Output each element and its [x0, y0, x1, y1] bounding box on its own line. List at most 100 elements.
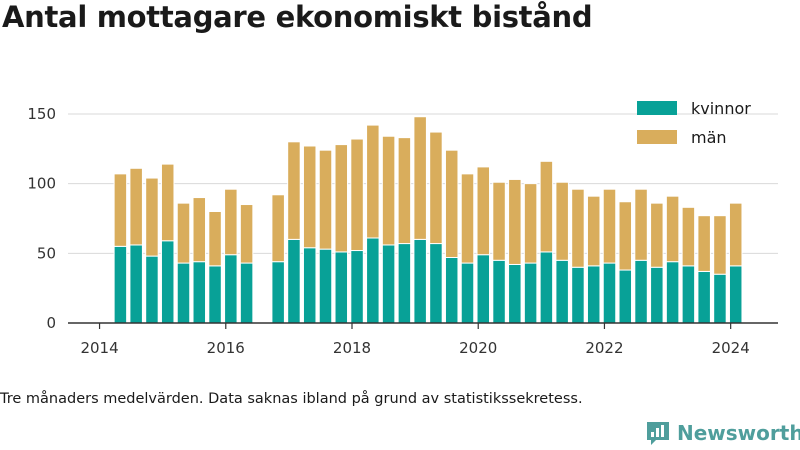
bar-man-1: [129, 167, 143, 246]
bar-kvinnor-20: [444, 256, 459, 324]
bar-kvinnor-11: [302, 247, 317, 324]
x-tick-label: 2020: [459, 339, 497, 357]
bar-kvinnor-15: [366, 237, 380, 324]
bar-man-15: [366, 124, 380, 239]
bar-kvinnor-3: [160, 240, 175, 324]
bar-kvinnor-36: [697, 270, 711, 324]
y-tick-label: 0: [46, 314, 56, 332]
bar-man-35: [681, 206, 696, 267]
bar-man-24: [508, 178, 522, 265]
bar-man-6: [208, 211, 222, 267]
axes: 0 50 100 150 2014 2016 2018 2020 2022 2024: [27, 105, 778, 357]
bar-man-36: [697, 215, 711, 272]
bar-kvinnor-22: [476, 254, 491, 324]
bar-kvinnor-6: [208, 265, 222, 324]
bar-man-14: [350, 138, 364, 252]
bar-kvinnor-38: [728, 265, 743, 324]
legend-label-0: kvinnor: [691, 99, 751, 118]
bar-kvinnor-10: [287, 238, 301, 324]
bar-man-16: [381, 135, 396, 246]
bar-kvinnor-4: [176, 262, 191, 324]
x-tick-label: 2016: [207, 339, 245, 357]
newsworthy-logo-icon: [647, 422, 669, 445]
bar-kvinnor-0: [113, 245, 128, 324]
bar-man-31: [618, 201, 633, 271]
x-tick-label: 2018: [333, 339, 371, 357]
bar-man-0: [113, 173, 128, 247]
bar-kvinnor-32: [634, 259, 648, 324]
bar-man-19: [429, 131, 443, 245]
bar-kvinnor-27: [555, 259, 569, 324]
bar-man-13: [334, 144, 349, 253]
bar-kvinnor-26: [539, 251, 554, 324]
bar-man-17: [397, 137, 412, 245]
bar-kvinnor-21: [460, 262, 475, 324]
footnote: Tre månaders medelvärden. Data saknas ib…: [0, 391, 583, 407]
bar-man-10: [287, 141, 301, 240]
bar-kvinnor-8: [239, 262, 254, 324]
legend-swatch-1: [637, 130, 677, 144]
bar-man-38: [728, 202, 743, 267]
bar-kvinnor-17: [397, 243, 412, 324]
bar-man-26: [539, 160, 554, 253]
bar-kvinnor-37: [713, 273, 727, 324]
bar-kvinnor-14: [350, 250, 364, 324]
bar-man-27: [555, 181, 569, 261]
bar-man-30: [602, 188, 617, 264]
bar-kvinnor-29: [586, 265, 601, 324]
chart-title: Antal mottagare ekonomiskt bistånd: [2, 0, 593, 34]
bar-kvinnor-31: [618, 269, 633, 324]
bar-man-37: [713, 215, 727, 275]
bar-kvinnor-19: [429, 243, 443, 324]
bar-kvinnor-34: [665, 261, 680, 324]
bar-man-33: [650, 202, 664, 268]
bar-kvinnor-30: [602, 262, 617, 324]
y-tick-label: 100: [27, 175, 56, 193]
bar-man-29: [586, 195, 601, 267]
x-tick-label: 2022: [585, 339, 623, 357]
bar-man-21: [460, 173, 475, 264]
bar-kvinnor-24: [508, 263, 522, 324]
bar-kvinnor-33: [650, 266, 664, 324]
bars: [113, 116, 743, 324]
bar-man-4: [176, 202, 191, 264]
x-tick-label: 2014: [80, 339, 118, 357]
bar-kvinnor-13: [334, 251, 349, 324]
bar-man-11: [302, 145, 317, 249]
bar-man-20: [444, 149, 459, 258]
bar-kvinnor-12: [318, 248, 333, 324]
y-tick-label: 50: [37, 244, 56, 262]
bar-man-7: [224, 188, 238, 256]
bar-kvinnor-2: [145, 255, 159, 324]
bar-man-5: [192, 197, 207, 263]
bar-kvinnor-9: [271, 261, 285, 324]
bar-man-25: [523, 183, 538, 264]
bar-man-18: [413, 116, 427, 240]
bar-kvinnor-7: [224, 254, 238, 324]
brand-logo[interactable]: Newsworthy: [645, 420, 800, 446]
bar-man-12: [318, 149, 333, 250]
bar-man-3: [160, 163, 175, 242]
bar-man-32: [634, 188, 648, 261]
bar-man-34: [665, 195, 680, 263]
legend-label-1: män: [691, 128, 727, 147]
bar-kvinnor-23: [492, 259, 506, 324]
bar-kvinnor-18: [413, 238, 427, 324]
bar-man-22: [476, 166, 491, 256]
brand-name: Newsworthy: [677, 421, 800, 445]
bar-man-9: [271, 194, 285, 263]
x-tick-label: 2024: [712, 339, 750, 357]
bar-kvinnor-1: [129, 244, 143, 324]
legend-swatch-0: [637, 101, 677, 115]
bar-kvinnor-28: [571, 266, 585, 324]
legend: kvinnor män: [637, 99, 751, 147]
y-tick-label: 150: [27, 105, 56, 123]
bar-man-8: [239, 204, 254, 264]
bar-kvinnor-5: [192, 261, 207, 324]
bar-kvinnor-35: [681, 265, 696, 324]
bar-kvinnor-25: [523, 262, 538, 324]
bar-man-23: [492, 181, 506, 261]
bar-man-2: [145, 177, 159, 257]
bar-man-28: [571, 188, 585, 268]
